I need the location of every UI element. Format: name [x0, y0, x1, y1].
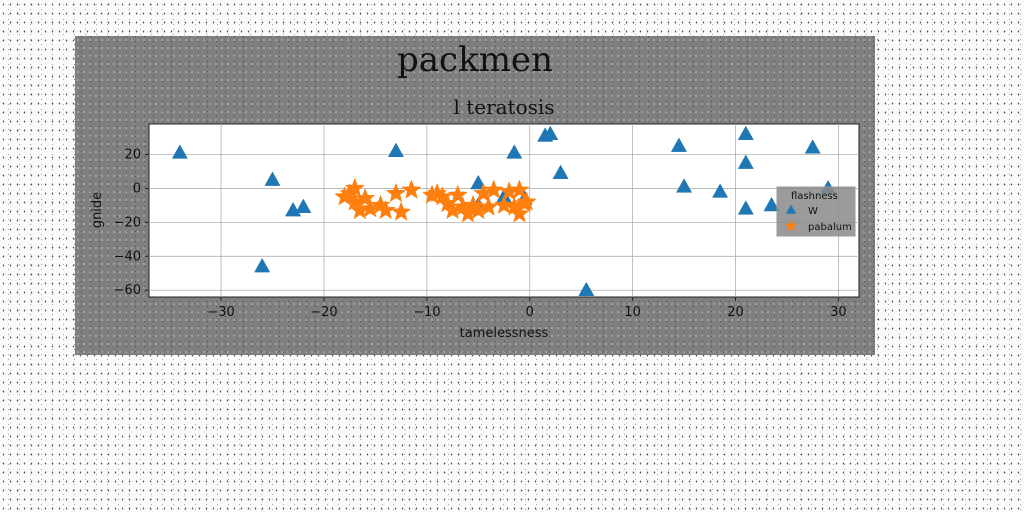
figure: packmen l teratosis −30 −20 −10 0 10 20 30 20 0−…	[75, 36, 875, 355]
point-w	[804, 139, 821, 154]
point-w	[670, 137, 687, 152]
point-w	[387, 142, 404, 157]
point-w	[254, 257, 271, 273]
point-pabalum	[385, 182, 407, 203]
point-w	[737, 200, 754, 215]
y-tick-label: 20	[124, 148, 141, 163]
point-w	[737, 154, 754, 169]
point-pabalum	[509, 179, 530, 199]
point-pabalum	[516, 191, 537, 211]
point-pabalum	[509, 203, 530, 223]
point-w	[470, 174, 487, 190]
point-w	[552, 164, 569, 180]
point-w	[578, 281, 595, 297]
x-tick-label: −30	[207, 305, 234, 320]
point-pabalum	[375, 199, 396, 220]
point-w	[737, 125, 754, 141]
legend: flashness W pabalum	[776, 186, 856, 237]
x-axis-label: tamelessness	[460, 326, 549, 341]
legend-marker-pabalum	[784, 219, 798, 232]
y-axis-label: gnide	[90, 192, 105, 228]
legend-title: flashness	[791, 191, 838, 202]
point-w	[295, 198, 312, 213]
point-pabalum	[401, 179, 422, 199]
point-w	[712, 183, 729, 198]
point-w	[763, 196, 780, 212]
y-tick-label: −40	[114, 249, 141, 264]
data-points	[171, 125, 837, 297]
legend-marker-w	[785, 204, 797, 214]
point-pabalum	[390, 201, 412, 221]
x-tick-label: −10	[413, 305, 440, 320]
point-w	[506, 144, 523, 159]
y-tick-label: 0	[133, 181, 141, 196]
legend-label-w: W	[808, 206, 818, 217]
point-pabalum	[493, 194, 515, 215]
figure-suptitle: packmen	[397, 40, 553, 80]
scatter-chart: packmen l teratosis −30 −20 −10 0 10 20 30200−…	[90, 40, 860, 341]
point-w	[676, 178, 693, 193]
point-w	[171, 144, 188, 159]
x-tick-label: 10	[624, 305, 641, 320]
legend-symbol-pabalum	[784, 219, 798, 232]
axes-title: l teratosis	[453, 95, 554, 119]
point-pabalum	[447, 184, 468, 204]
y-tick-label: −60	[114, 283, 141, 298]
axis-ticks: −30 −20 −10 0 10 20 30 20 0 −20 −40 −60	[114, 148, 847, 320]
point-w	[542, 125, 559, 141]
point-pabalum	[483, 179, 504, 199]
point-pabalum	[426, 182, 448, 203]
legend-symbol-w	[785, 204, 797, 214]
point-pabalum	[478, 196, 499, 216]
x-tick-label: −20	[310, 305, 337, 320]
x-tick-label: 20	[727, 305, 744, 320]
x-tick-label: 30	[830, 305, 847, 320]
y-tick-label: −20	[114, 215, 141, 230]
legend-label-pabalum: pabalum	[808, 222, 852, 233]
point-pabalum	[354, 187, 376, 208]
point-w	[264, 171, 281, 186]
x-tick-label: 0	[526, 305, 534, 320]
